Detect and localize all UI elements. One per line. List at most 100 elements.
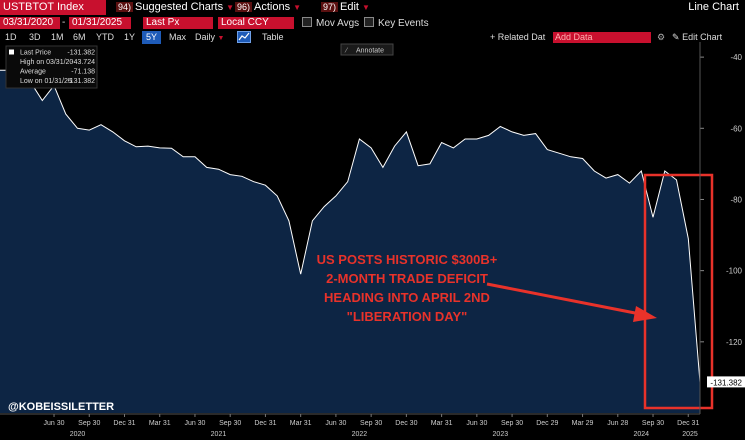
annotation: US POSTS HISTORIC $300B+ 2-MONTH TRADE D… (317, 252, 657, 324)
x-year-label: 2023 (493, 431, 509, 438)
legend-label-last: Last Price (20, 50, 51, 57)
annotation-line-3: HEADING INTO APRIL 2ND (324, 290, 490, 305)
dropdown-icon: ▼ (361, 3, 370, 12)
related-data-button[interactable]: + Related Dat (490, 32, 546, 42)
x-tick-label: Sep 30 (501, 420, 523, 427)
mov-avgs-toggle[interactable]: Mov Avgs (302, 17, 359, 30)
y-tick-label: -40 (730, 53, 742, 62)
watermark: @KOBEISSILETTER (8, 401, 114, 413)
period-ytd[interactable]: YTD (96, 32, 114, 42)
end-date-field[interactable]: 01/31/2025 (69, 17, 131, 29)
chart-icon-svg (237, 31, 251, 43)
x-tick-label: Sep 30 (219, 420, 241, 427)
legend-swatch (9, 49, 14, 55)
legend-box (5, 45, 98, 89)
edit-chart-button[interactable]: ✎ Edit Chart (672, 31, 722, 44)
y-tick-label: -60 (730, 124, 742, 133)
add-data-input[interactable]: Add Data (553, 32, 651, 43)
annotation-line-2: 2-MONTH TRADE DEFICIT (326, 271, 488, 286)
edit-menu[interactable]: 97) Edit ▼ (321, 0, 370, 15)
annotation-arrow-head (633, 306, 657, 322)
annotation-line-4: "LIBERATION DAY" (347, 309, 468, 324)
x-year-label: 2025 (682, 431, 698, 438)
annotate-button[interactable]: ⁄ Annotate (340, 43, 394, 56)
period-6m[interactable]: 6M (73, 32, 86, 42)
x-tick-label: Dec 31 (254, 420, 276, 427)
series-area (0, 70, 700, 414)
series-line (0, 69, 701, 383)
key-events-toggle[interactable]: Key Events (364, 17, 429, 30)
legend: Last Price -131.382 High on 03/31/20 -43… (5, 45, 98, 89)
legend-value-last: -131.382 (67, 50, 95, 57)
plot-area (0, 69, 714, 414)
legend-value-average: -71.138 (71, 69, 95, 76)
y-tick-label: -100 (726, 267, 743, 276)
chart-type-label: Line Chart (688, 1, 739, 13)
legend-value-high: -43.724 (71, 59, 95, 66)
annotation-line-1: US POSTS HISTORIC $300B+ (317, 252, 498, 267)
x-tick-label: Jun 30 (325, 420, 346, 427)
edit-chart-label: Edit Chart (682, 32, 723, 42)
period-1y[interactable]: 1Y (124, 32, 136, 42)
period-1d[interactable]: 1D (5, 32, 17, 42)
key-events-label: Key Events (378, 18, 429, 29)
x-year-label: 2024 (633, 431, 649, 438)
x-tick-label: Sep 30 (360, 420, 382, 427)
x-tick-label: Sep 30 (78, 420, 100, 427)
x-tick-label: Mar 31 (431, 420, 453, 427)
menu-number: 94) (116, 2, 134, 12)
field-selector[interactable]: Last Px (143, 17, 213, 29)
menu-number: 96) (235, 2, 253, 12)
checkbox-icon (302, 17, 312, 27)
menu-label: Actions (254, 1, 291, 13)
x-tick-label: Jun 30 (44, 420, 65, 427)
annotate-button-box (340, 43, 394, 56)
x-year-label: 2022 (352, 431, 368, 438)
menu-label: Suggested Charts (135, 1, 224, 13)
legend-label-high: High on 03/31/20 (20, 59, 73, 66)
y-tick-label: -80 (730, 195, 742, 204)
legend-label-average: Average (20, 69, 46, 76)
currency-selector[interactable]: Local CCY (218, 17, 294, 29)
pencil-icon: ⁄ (344, 48, 349, 55)
legend-value-low: -131.382 (67, 78, 95, 85)
period-1m[interactable]: 1M (51, 32, 64, 42)
legend-label-low: Low on 01/31/25 (20, 78, 72, 85)
pencil-icon: ✎ (672, 32, 680, 42)
dropdown-icon: ▼ (293, 3, 302, 12)
ticker-field[interactable]: USTBTOT Index (0, 0, 106, 15)
x-tick-label: Dec 31 (677, 420, 699, 427)
x-tick-label: Mar 29 (572, 420, 594, 427)
line-chart-icon[interactable] (237, 31, 251, 45)
x-tick-label: Dec 29 (536, 420, 558, 427)
x-tick-label: Mar 31 (290, 420, 312, 427)
dropdown-icon: ▼ (226, 3, 234, 12)
x-year-label: 2021 (211, 431, 227, 438)
x-year-label: 2020 (70, 431, 86, 438)
x-tick-label: Jun 28 (607, 420, 628, 427)
settings-row: 03/31/2020 - 01/31/2025 Last Px Local CC… (0, 16, 745, 30)
annotate-label: Annotate (356, 48, 384, 55)
highlight-box (643, 173, 714, 410)
dropdown-icon: ▼ (217, 35, 225, 42)
top-toolbar: USTBTOT Index 94) Suggested Charts ▼ 96) Ac… (0, 0, 745, 15)
period-row: 1D 3D 1M 6M YTD 1Y 5Y Max Daily ▼ Table … (0, 31, 745, 44)
start-date-field[interactable]: 03/31/2020 (0, 17, 60, 29)
last-value-label: -131.382 (710, 378, 742, 387)
y-tick-label: -120 (726, 338, 743, 347)
x-tick-label: Mar 31 (149, 420, 171, 427)
period-5y[interactable]: 5Y (142, 31, 162, 44)
x-tick-label: Dec 30 (395, 420, 417, 427)
menu-label: Edit (340, 1, 359, 13)
x-tick-label: Dec 31 (113, 420, 135, 427)
x-tick-label: Jun 30 (466, 420, 487, 427)
period-max[interactable]: Max (169, 32, 187, 42)
table-button[interactable]: Table (262, 32, 284, 42)
mov-avgs-label: Mov Avgs (316, 18, 360, 29)
period-3d[interactable]: 3D (29, 32, 41, 42)
frequency-selector[interactable]: Daily ▼ (195, 31, 224, 45)
gear-icon[interactable]: ⚙ (657, 32, 666, 42)
suggested-charts-menu[interactable]: 94) Suggested Charts ▼ (116, 0, 234, 15)
actions-menu[interactable]: 96) Actions ▼ (235, 0, 301, 15)
